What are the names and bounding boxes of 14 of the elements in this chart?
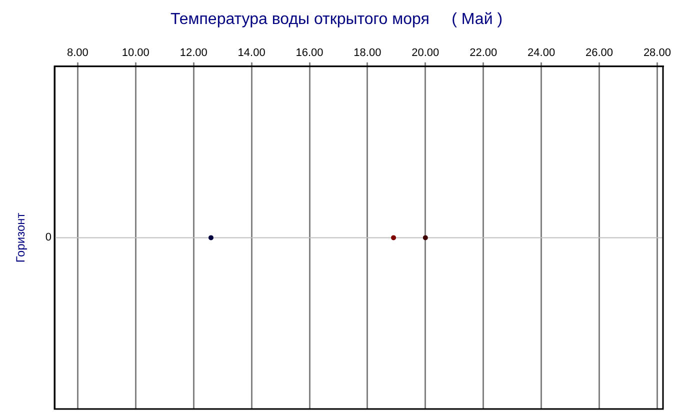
x-tick-label: 16.00 <box>296 46 324 59</box>
x-tick-label: 12.00 <box>180 46 208 59</box>
x-tick-label: 8.00 <box>66 46 88 59</box>
x-tick-label: 28.00 <box>643 46 671 59</box>
x-tick-label: 14.00 <box>238 46 266 59</box>
x-tick-label: 24.00 <box>528 46 556 59</box>
x-tick-label: 22.00 <box>470 46 498 59</box>
y-tick-label: 0 <box>45 232 52 244</box>
x-tick-label: 20.00 <box>412 46 440 59</box>
x-tick-label: 26.00 <box>585 46 614 59</box>
chart-title: Температура воды открытого моря ( Май ) <box>170 11 503 28</box>
x-tick-label: 10.00 <box>122 46 150 59</box>
x-tick-label: 18.00 <box>354 46 382 59</box>
y-axis-title: Горизонт <box>14 212 28 263</box>
